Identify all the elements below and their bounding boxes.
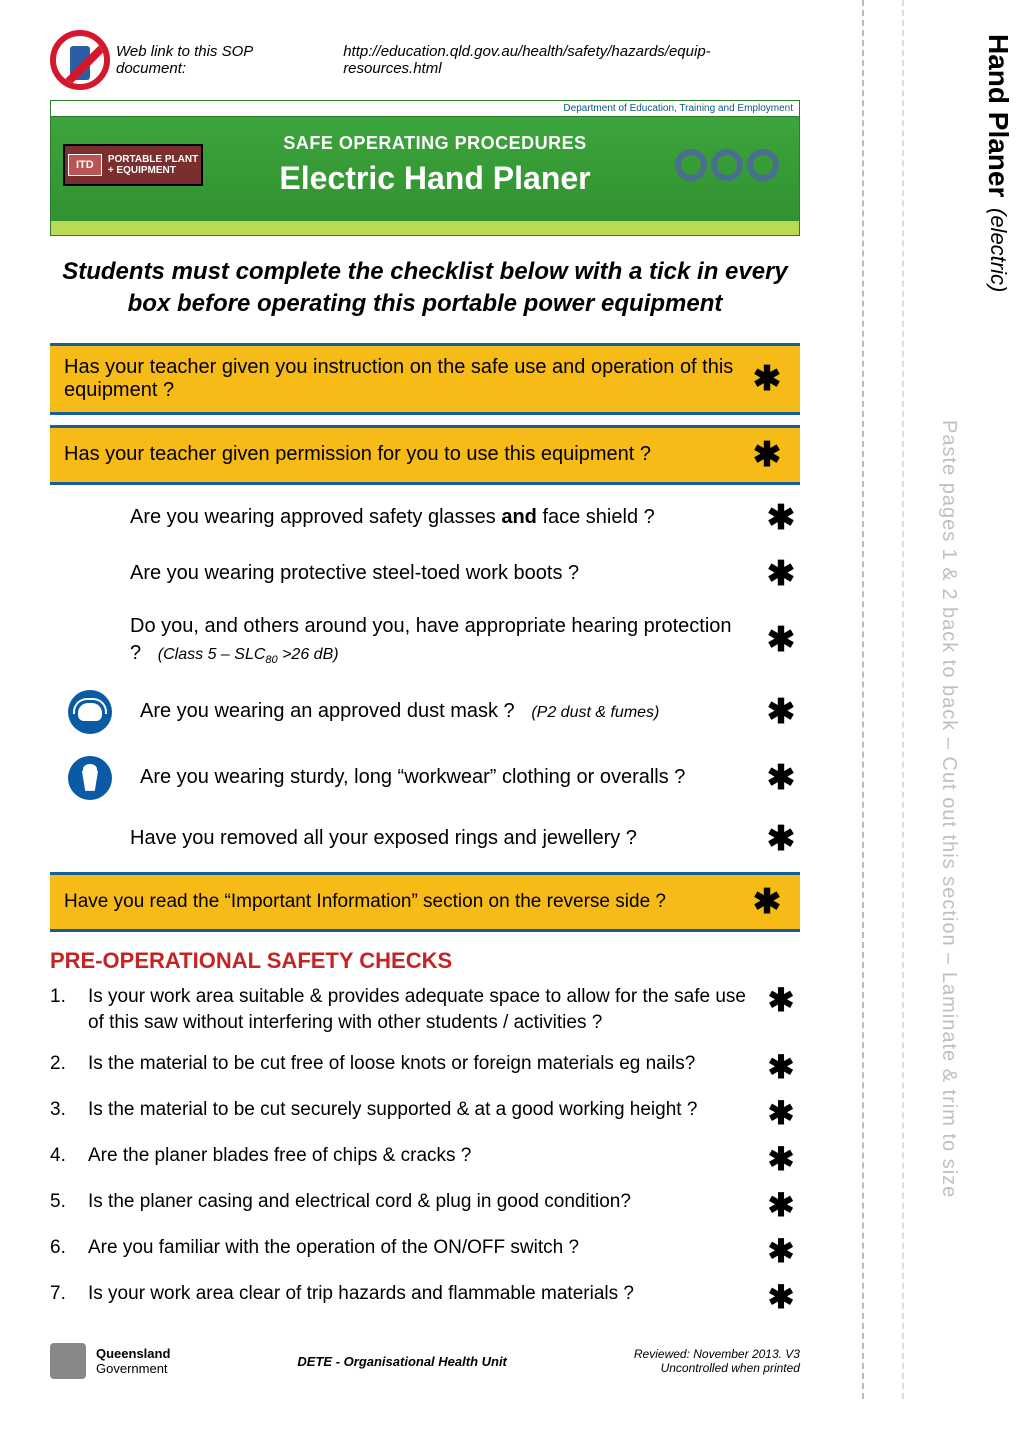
preop-num: 2. bbox=[50, 1051, 76, 1078]
checkbox-star[interactable]: ✱ bbox=[762, 1235, 800, 1267]
footer-reviewed: Reviewed: November 2013. V3 bbox=[634, 1347, 800, 1361]
checklist-item: Are you wearing protective steel-toed wo… bbox=[50, 551, 800, 597]
side-tab-sub: (electric) bbox=[986, 208, 1011, 292]
amber1-text: Has your teacher given you instruction o… bbox=[64, 356, 734, 402]
weblink-label: Web link to this SOP document: bbox=[116, 43, 323, 77]
crest-icon bbox=[50, 1343, 86, 1379]
checkbox-star[interactable]: ✱ bbox=[762, 1051, 800, 1083]
checklist: Has your teacher given you instruction o… bbox=[50, 343, 800, 932]
checkbox-star[interactable]: ✱ bbox=[762, 984, 800, 1016]
side-note: Paste pages 1 & 2 back to back – Cut out… bbox=[937, 420, 960, 1198]
preop-item: 7. Is your work area clear of trip hazard… bbox=[50, 1281, 800, 1313]
weblink-url[interactable]: http://education.qld.gov.au/health/safet… bbox=[343, 43, 800, 77]
qg-line2: Government bbox=[96, 1361, 170, 1376]
banner: Department of Education, Training and Em… bbox=[50, 100, 800, 236]
checklist-amber-2: Has your teacher given permission for yo… bbox=[50, 425, 800, 485]
preop-item: 5. Is the planer casing and electrical co… bbox=[50, 1189, 800, 1221]
preop-num: 6. bbox=[50, 1235, 76, 1262]
checkbox-star[interactable]: ✱ bbox=[762, 1281, 800, 1313]
banner-dept-line: Department of Education, Training and Em… bbox=[51, 101, 799, 117]
footer-mid: DETE - Organisational Health Unit bbox=[297, 1354, 506, 1369]
overalls-icon bbox=[68, 756, 112, 800]
banner-title: Electric Hand Planer bbox=[203, 160, 667, 197]
checkbox-star[interactable]: ✱ bbox=[762, 557, 800, 591]
preop-num: 7. bbox=[50, 1281, 76, 1308]
amber2-text: Has your teacher given permission for yo… bbox=[64, 443, 734, 466]
checklist-item-text: Are you wearing sturdy, long “workwear” … bbox=[130, 764, 752, 791]
no-phone-icon bbox=[50, 30, 110, 90]
checkbox-star[interactable]: ✱ bbox=[762, 1097, 800, 1129]
preop-num: 5. bbox=[50, 1189, 76, 1216]
amber3-text: Have you read the “Important Information… bbox=[64, 891, 734, 913]
preop-num: 1. bbox=[50, 984, 76, 1011]
itd-line2: + EQUIPMENT bbox=[108, 165, 176, 176]
checklist-item-text: Are you wearing approved safety glasses … bbox=[50, 504, 748, 531]
checklist-amber-3: Have you read the “Important Information… bbox=[50, 872, 800, 932]
banner-image bbox=[667, 125, 787, 205]
preop-item: 4. Are the planer blades free of chips & … bbox=[50, 1143, 800, 1175]
preop-question: Is your work area suitable & provides ad… bbox=[88, 984, 750, 1037]
checkbox-star[interactable]: ✱ bbox=[762, 1143, 800, 1175]
checkbox-star[interactable]: ✱ bbox=[762, 761, 800, 795]
preop-question: Is the planer casing and electrical cord… bbox=[88, 1189, 750, 1216]
preop-num: 3. bbox=[50, 1097, 76, 1124]
weblink-row: Web link to this SOP document: http://ed… bbox=[50, 30, 800, 90]
checkbox-star[interactable]: ✱ bbox=[762, 822, 800, 856]
banner-sop-line: SAFE OPERATING PROCEDURES bbox=[203, 133, 667, 154]
preop-item: 2. Is the material to be cut free of loos… bbox=[50, 1051, 800, 1083]
preop-question: Is the material to be cut securely suppo… bbox=[88, 1097, 750, 1124]
side-tab-name: Hand Planer bbox=[983, 34, 1014, 197]
checklist-item: Do you, and others around you, have appr… bbox=[50, 607, 800, 674]
side-tab: Hand Planer (electric) bbox=[982, 34, 1014, 293]
footer: Queensland Government DETE - Organisatio… bbox=[50, 1343, 800, 1379]
checklist-item-text: Have you removed all your exposed rings … bbox=[50, 825, 748, 852]
checklist-item: Are you wearing an approved dust mask ? … bbox=[50, 684, 800, 740]
qld-gov-logo: Queensland Government bbox=[50, 1343, 170, 1379]
preop-heading: PRE-OPERATIONAL SAFETY CHECKS bbox=[50, 948, 800, 974]
footer-uncontrolled: Uncontrolled when printed bbox=[634, 1361, 800, 1375]
preop-question: Is the material to be cut free of loose … bbox=[88, 1051, 750, 1078]
checkbox-star[interactable]: ✱ bbox=[762, 501, 800, 535]
preop-item: 6. Are you familiar with the operation of… bbox=[50, 1235, 800, 1267]
checklist-amber-1: Has your teacher given you instruction o… bbox=[50, 343, 800, 415]
checklist-item: Have you removed all your exposed rings … bbox=[50, 816, 800, 862]
qg-line1: Queensland bbox=[96, 1346, 170, 1361]
preop-list: 1. Is your work area suitable & provides … bbox=[50, 984, 800, 1313]
checkbox-star[interactable]: ✱ bbox=[748, 438, 786, 472]
checklist-item-text: Do you, and others around you, have appr… bbox=[50, 613, 748, 668]
mask-icon bbox=[68, 690, 112, 734]
checkbox-star[interactable]: ✱ bbox=[762, 1189, 800, 1221]
preop-num: 4. bbox=[50, 1143, 76, 1170]
preop-item: 3. Is the material to be cut securely sup… bbox=[50, 1097, 800, 1129]
itd-logo: ITD bbox=[68, 154, 102, 176]
checkbox-star[interactable]: ✱ bbox=[762, 695, 800, 729]
preop-question: Are you familiar with the operation of t… bbox=[88, 1235, 750, 1262]
checkbox-star[interactable]: ✱ bbox=[748, 885, 786, 919]
preop-item: 1. Is your work area suitable & provides … bbox=[50, 984, 800, 1037]
checkbox-star[interactable]: ✱ bbox=[748, 362, 786, 396]
instruction-text: Students must complete the checklist bel… bbox=[50, 256, 800, 321]
checklist-item: Are you wearing approved safety glasses … bbox=[50, 495, 800, 541]
preop-question: Are the planer blades free of chips & cr… bbox=[88, 1143, 750, 1170]
itd-line1: PORTABLE PLANT bbox=[108, 154, 198, 165]
checklist-item: Are you wearing sturdy, long “workwear” … bbox=[50, 750, 800, 806]
footer-right: Reviewed: November 2013. V3 Uncontrolled… bbox=[634, 1347, 800, 1375]
checkbox-star[interactable]: ✱ bbox=[762, 623, 800, 657]
checklist-item-text: Are you wearing an approved dust mask ? … bbox=[130, 698, 752, 725]
preop-question: Is your work area clear of trip hazards … bbox=[88, 1281, 750, 1308]
checklist-item-text: Are you wearing protective steel-toed wo… bbox=[50, 560, 748, 587]
itd-badge: ITD PORTABLE PLANT + EQUIPMENT bbox=[63, 144, 203, 186]
